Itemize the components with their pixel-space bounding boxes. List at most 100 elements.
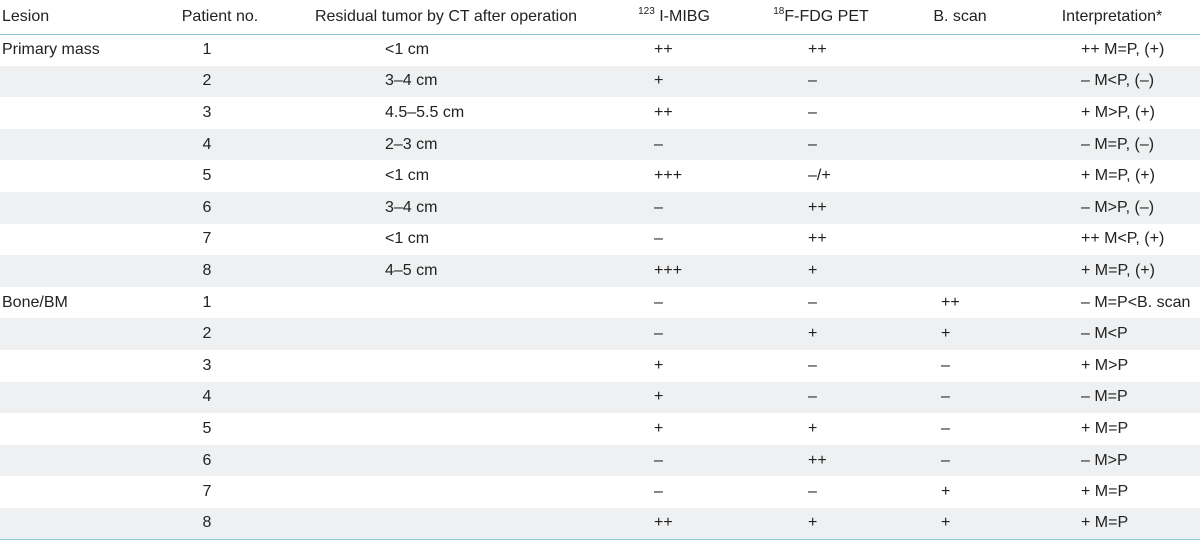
cell-lesion xyxy=(0,350,150,382)
cell-bone-scan: – xyxy=(941,356,950,374)
cell-fdg-pet: ++ xyxy=(808,198,827,216)
cell-lesion xyxy=(0,192,150,224)
cell-lesion xyxy=(0,224,150,256)
cell-lesion xyxy=(0,97,150,129)
cell-patient-no: 7 xyxy=(202,483,212,501)
cell-patient-no: 2 xyxy=(202,325,212,343)
cell-bone-scan: – xyxy=(941,451,950,469)
cell-residual-tumor xyxy=(290,413,602,445)
cell-patient-no: 4 xyxy=(202,135,212,153)
cell-fdg-pet: – xyxy=(808,72,817,90)
cell-lesion xyxy=(0,160,150,192)
cell-lesion xyxy=(0,476,150,508)
header-bone-scan: B. scan xyxy=(933,7,987,25)
cell-bone-scan: + xyxy=(941,483,951,501)
cell-interpretation: – M=P<B. scan xyxy=(1081,293,1191,311)
cell-lesion xyxy=(0,318,150,350)
cell-fdg-pet: ++ xyxy=(808,451,827,469)
cell-residual-tumor xyxy=(290,287,602,319)
cell-interpretation: + M>P xyxy=(1081,356,1129,374)
cell-mibg: – xyxy=(654,293,663,311)
cell-interpretation: ++ M=P, (+) xyxy=(1081,41,1165,59)
cell-patient-no: 8 xyxy=(202,514,212,532)
cell-bone-scan xyxy=(896,192,1024,224)
cell-mibg: – xyxy=(654,230,663,248)
table-body: Primary mass 1 <1 cm ++ ++ ++ M=P, (+) 2 3–4 cm… xyxy=(0,34,1200,540)
table-row: 2 – + + – M<P xyxy=(0,318,1200,350)
cell-bone-scan xyxy=(896,66,1024,98)
table-row: 2 3–4 cm + – – M<P, (–) xyxy=(0,65,1200,98)
mibg-isotope-superscript: 123 xyxy=(638,5,655,17)
cell-interpretation: + M=P xyxy=(1081,483,1129,501)
header-interpretation: Interpretation* xyxy=(1061,7,1163,25)
cell-mibg: – xyxy=(654,198,663,216)
table-row: 8 4–5 cm +++ + + M=P, (+) xyxy=(0,255,1200,287)
header-fdg-pet: 18F-FDG PET xyxy=(746,0,896,34)
cell-fdg-pet: – xyxy=(808,388,817,406)
mibg-label: I-MIBG xyxy=(654,7,710,25)
cell-patient-no: 1 xyxy=(202,293,212,311)
cell-interpretation: – M<P, (–) xyxy=(1081,72,1155,90)
cell-bone-scan xyxy=(896,129,1024,161)
table-row: 6 – ++ – – M>P xyxy=(0,444,1200,477)
cell-patient-no: 1 xyxy=(202,41,212,59)
cell-residual-tumor: <1 cm xyxy=(385,167,430,185)
cell-lesion xyxy=(0,255,150,287)
cell-interpretation: + M=P, (+) xyxy=(1081,167,1155,185)
cell-mibg: ++ xyxy=(654,514,673,532)
cell-mibg: – xyxy=(654,483,663,501)
cell-fdg-pet: + xyxy=(808,261,818,279)
cell-residual-tumor: 2–3 cm xyxy=(385,135,438,153)
table-row: 7 – – + + M=P xyxy=(0,476,1200,508)
cell-patient-no: 7 xyxy=(202,230,212,248)
cell-mibg: +++ xyxy=(654,261,683,279)
cell-interpretation: + M=P xyxy=(1081,514,1129,532)
cell-bone-scan: – xyxy=(941,388,950,406)
cell-mibg: + xyxy=(654,388,664,406)
cell-mibg: + xyxy=(654,356,664,374)
cell-bone-scan xyxy=(896,34,1024,66)
cell-residual-tumor xyxy=(290,318,602,350)
cell-residual-tumor: 4–5 cm xyxy=(385,261,438,279)
table-row: 6 3–4 cm – ++ – M>P, (–) xyxy=(0,191,1200,224)
cell-interpretation: – M=P xyxy=(1081,388,1128,406)
pet-isotope-superscript: 18 xyxy=(773,5,785,17)
cell-residual-tumor xyxy=(290,382,602,414)
cell-patient-no: 3 xyxy=(202,103,212,121)
cell-mibg: ++ xyxy=(654,41,673,59)
cell-fdg-pet: – xyxy=(808,293,817,311)
cell-mibg: ++ xyxy=(654,103,673,121)
cell-bone-scan xyxy=(896,255,1024,287)
cell-mibg: – xyxy=(654,451,663,469)
cell-fdg-pet: ++ xyxy=(808,41,827,59)
cell-lesion xyxy=(0,508,150,540)
cell-bone-scan: + xyxy=(941,514,951,532)
cell-lesion xyxy=(0,66,150,98)
cell-fdg-pet: + xyxy=(808,325,818,343)
cell-residual-tumor xyxy=(290,350,602,382)
table-row: 5 + + – + M=P xyxy=(0,413,1200,445)
header-row: Lesion Patient no. Residual tumor by CT … xyxy=(0,0,1200,34)
cell-patient-no: 6 xyxy=(202,451,212,469)
cell-mibg: – xyxy=(654,135,663,153)
cell-patient-no: 8 xyxy=(202,261,212,279)
cell-patient-no: 2 xyxy=(202,72,212,90)
cell-fdg-pet: –/+ xyxy=(808,167,831,185)
cell-fdg-pet: ++ xyxy=(808,230,827,248)
cell-residual-tumor: <1 cm xyxy=(385,230,430,248)
header-residual-tumor: Residual tumor by CT after operation xyxy=(314,7,578,25)
table-row: 4 + – – – M=P xyxy=(0,381,1200,414)
cell-interpretation: – M<P xyxy=(1081,325,1128,343)
table-row: 5 <1 cm +++ –/+ + M=P, (+) xyxy=(0,160,1200,192)
cell-interpretation: ++ M<P, (+) xyxy=(1081,230,1165,248)
cell-fdg-pet: + xyxy=(808,514,818,532)
cell-interpretation: + M>P, (+) xyxy=(1081,103,1155,121)
cell-fdg-pet: – xyxy=(808,103,817,121)
cell-mibg: + xyxy=(654,72,664,90)
pet-label: F-FDG PET xyxy=(784,7,869,25)
cell-lesion: Primary mass xyxy=(2,41,100,59)
cell-residual-tumor xyxy=(290,508,602,540)
table-row: 3 4.5–5.5 cm ++ – + M>P, (+) xyxy=(0,97,1200,129)
header-mibg: 123 I-MIBG xyxy=(602,0,746,34)
